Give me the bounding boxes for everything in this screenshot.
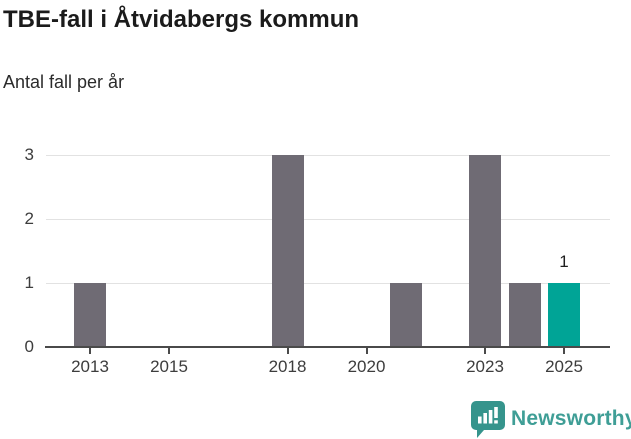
newsworthy-logo-icon: [470, 400, 506, 439]
x-tick-2023: [484, 348, 486, 354]
chart-subtitle: Antal fall per år: [3, 72, 125, 92]
x-axis-label-2023: 2023: [466, 357, 504, 376]
x-axis-label-2020: 2020: [347, 357, 386, 376]
x-axis-label-2018: 2018: [268, 357, 307, 376]
brand-footer: Newsworthy: [470, 399, 631, 439]
x-tick-2013: [89, 348, 91, 354]
gridline-2: [46, 219, 610, 220]
x-tick-2020: [365, 348, 368, 354]
bar-2018: [271, 155, 304, 347]
gridline-1: [46, 283, 610, 284]
x-axis-line: [45, 346, 610, 348]
bar-2013: [74, 283, 106, 347]
x-tick-2015: [168, 348, 170, 354]
y-axis-label-2: 2: [24, 209, 34, 228]
x-axis-label-2015: 2015: [150, 357, 188, 376]
x-tick-2018: [286, 348, 289, 354]
y-axis-label-3: 3: [24, 145, 34, 164]
x-axis-label-2025: 2025: [545, 357, 583, 376]
value-label-2025: 1: [559, 252, 569, 271]
brand-wordmark: Newsworthy: [511, 407, 631, 430]
bar-2024: [508, 283, 541, 347]
gridline-3: [46, 155, 610, 156]
y-axis-label-1: 1: [24, 273, 34, 292]
chart-title: TBE-fall i Åtvidabergs kommun: [3, 6, 360, 33]
bar-2025: [548, 283, 580, 347]
x-tick-2025: [563, 348, 565, 354]
bar-2021: [390, 283, 422, 347]
x-axis-label-2013: 2013: [71, 357, 109, 376]
bar-2023: [469, 155, 501, 347]
y-axis-label-0: 0: [24, 337, 34, 356]
